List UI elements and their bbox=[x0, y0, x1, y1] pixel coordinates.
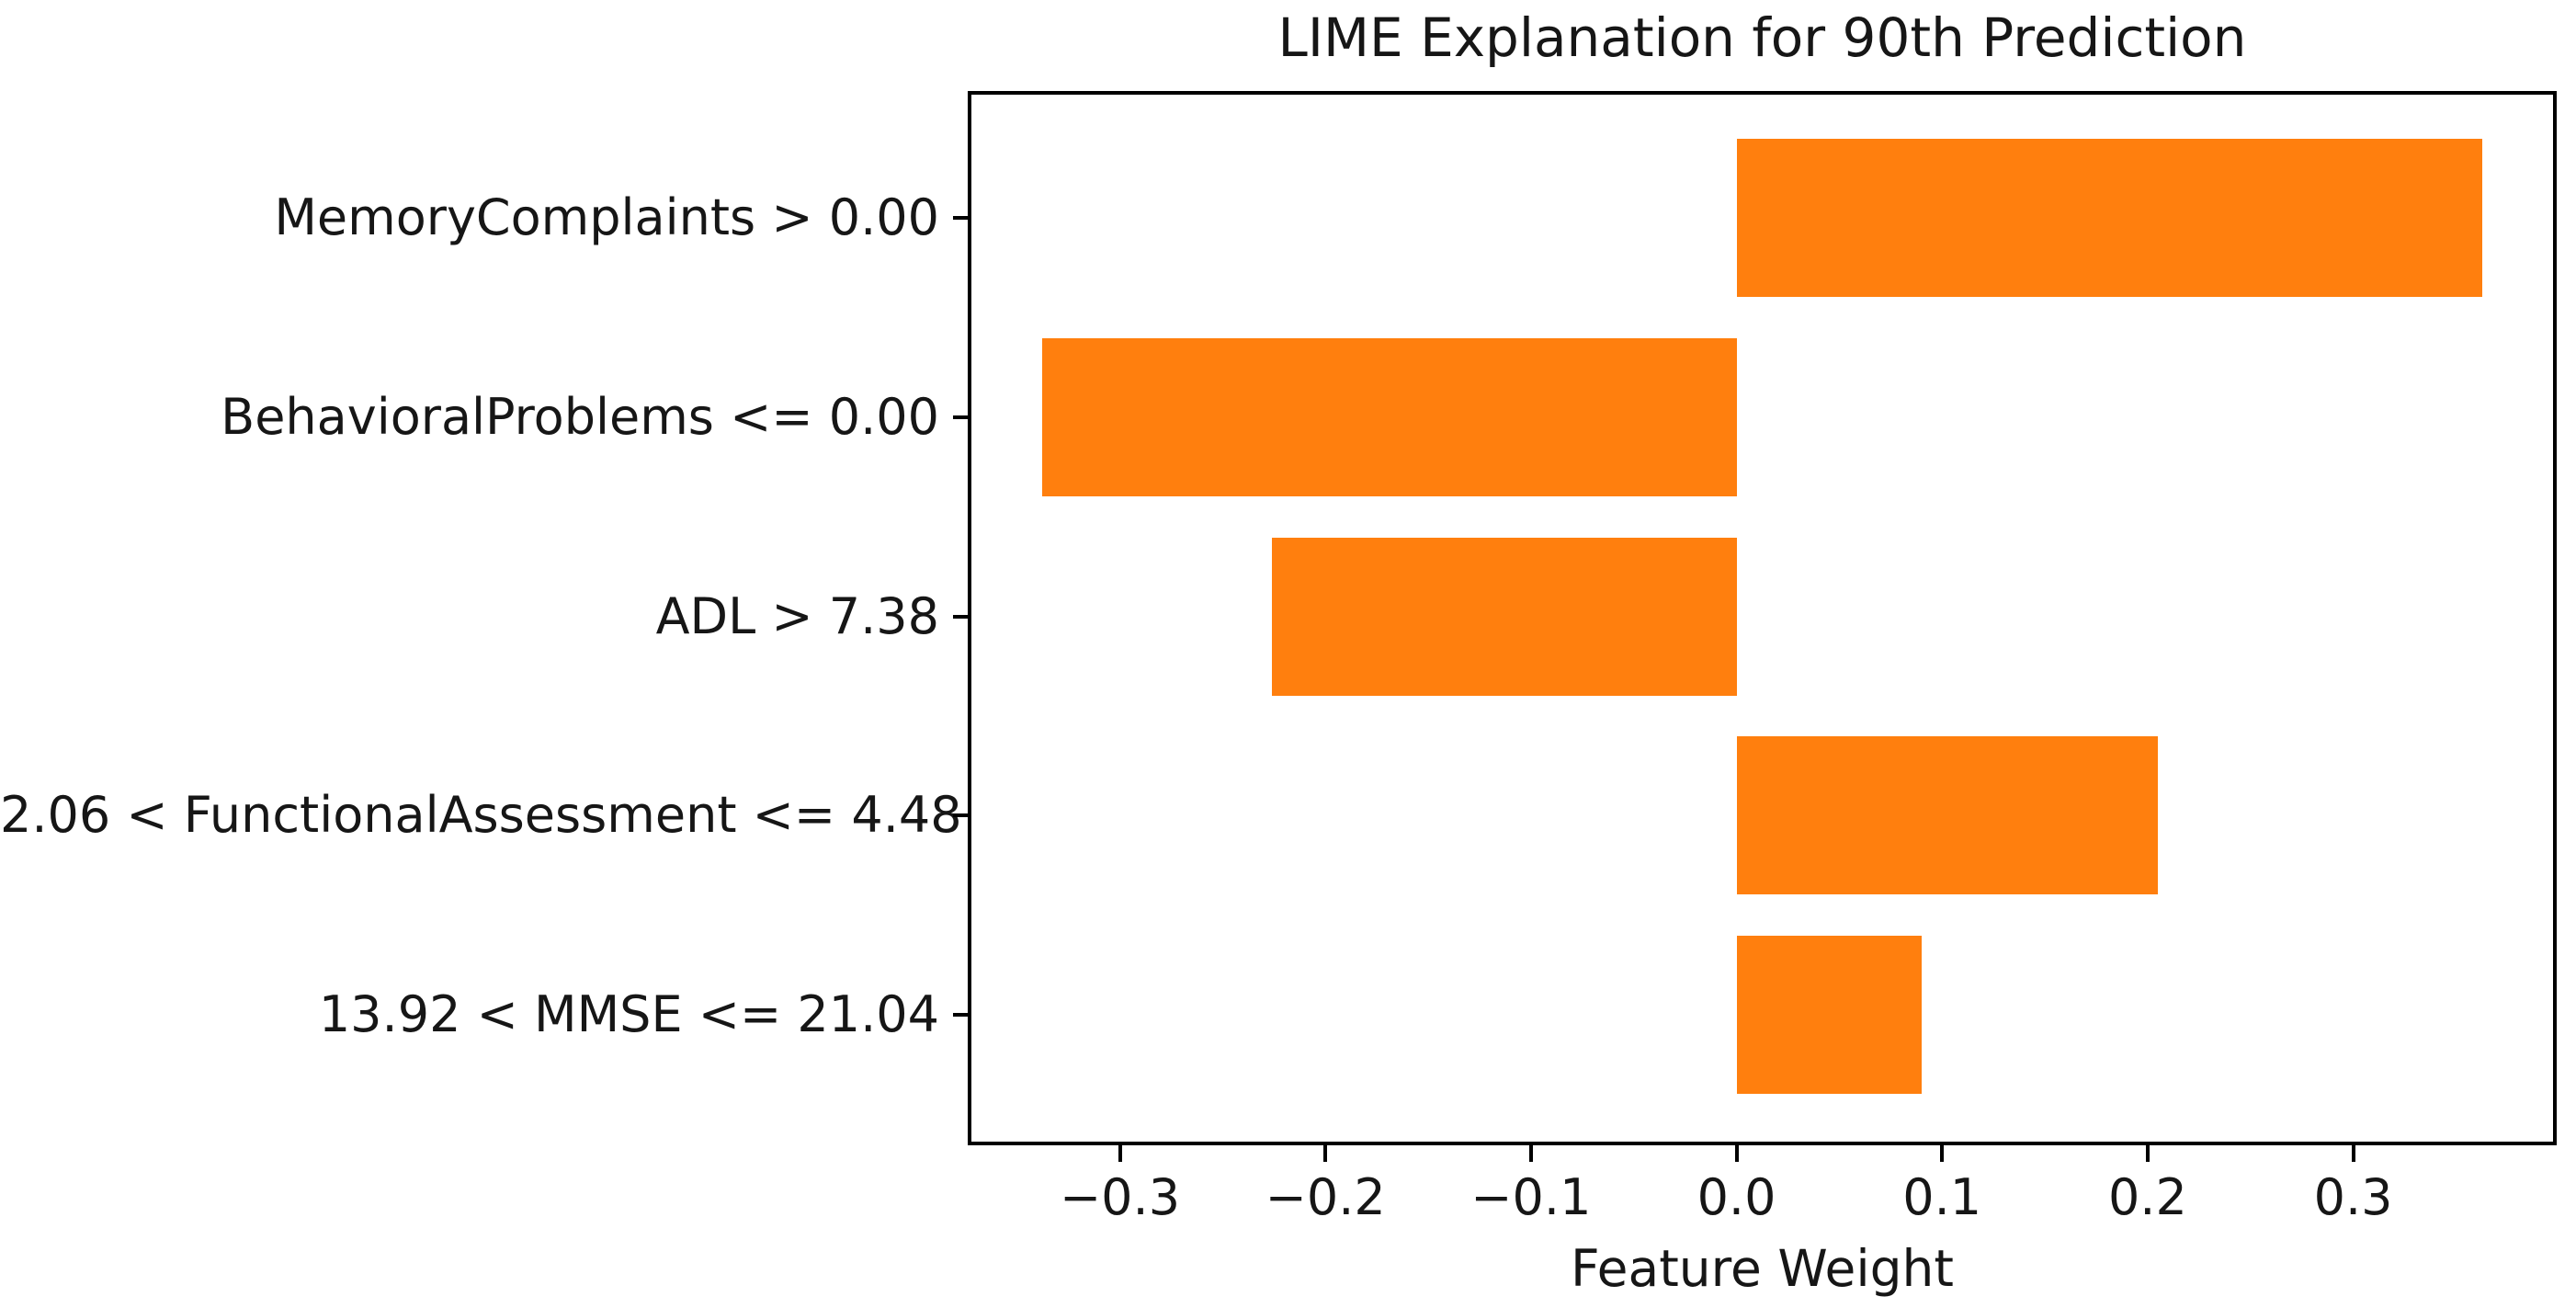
y-tick-mark bbox=[953, 1013, 970, 1017]
x-tick-mark bbox=[1323, 1145, 1328, 1162]
y-tick-label: BehavioralProblems <= 0.00 bbox=[221, 387, 939, 446]
y-tick-mark bbox=[953, 614, 970, 619]
x-tick-mark bbox=[2351, 1145, 2355, 1162]
bar bbox=[1736, 936, 1922, 1094]
x-axis-label: Feature Weight bbox=[1571, 1239, 1954, 1298]
x-tick-label: −0.3 bbox=[1059, 1168, 1181, 1226]
x-tick-mark bbox=[1118, 1145, 1122, 1162]
y-tick-mark bbox=[953, 813, 970, 818]
bar bbox=[1736, 736, 2159, 895]
bar bbox=[1272, 537, 1737, 696]
x-tick-label: 0.0 bbox=[1697, 1168, 1776, 1226]
y-tick-label: 13.92 < MMSE <= 21.04 bbox=[318, 985, 939, 1043]
x-tick-label: 0.1 bbox=[1902, 1168, 1982, 1226]
bar bbox=[1736, 139, 2483, 297]
y-tick-label: ADL > 7.38 bbox=[655, 586, 939, 645]
x-tick-label: −0.1 bbox=[1470, 1168, 1592, 1226]
x-tick-label: 0.2 bbox=[2107, 1168, 2187, 1226]
y-tick-mark bbox=[953, 216, 970, 220]
x-tick-mark bbox=[1734, 1145, 1739, 1162]
x-tick-mark bbox=[1940, 1145, 1945, 1162]
chart-title: LIME Explanation for 90th Prediction bbox=[1277, 6, 2247, 69]
plot-area bbox=[968, 91, 2557, 1145]
y-tick-label: MemoryComplaints > 0.00 bbox=[274, 188, 939, 246]
x-tick-label: −0.2 bbox=[1265, 1168, 1386, 1226]
x-tick-mark bbox=[1528, 1145, 1533, 1162]
x-tick-label: 0.3 bbox=[2313, 1168, 2393, 1226]
y-tick-mark bbox=[953, 415, 970, 419]
x-tick-mark bbox=[2145, 1145, 2150, 1162]
y-tick-label: 2.06 < FunctionalAssessment <= 4.48 bbox=[0, 786, 962, 845]
bar bbox=[1041, 337, 1737, 496]
